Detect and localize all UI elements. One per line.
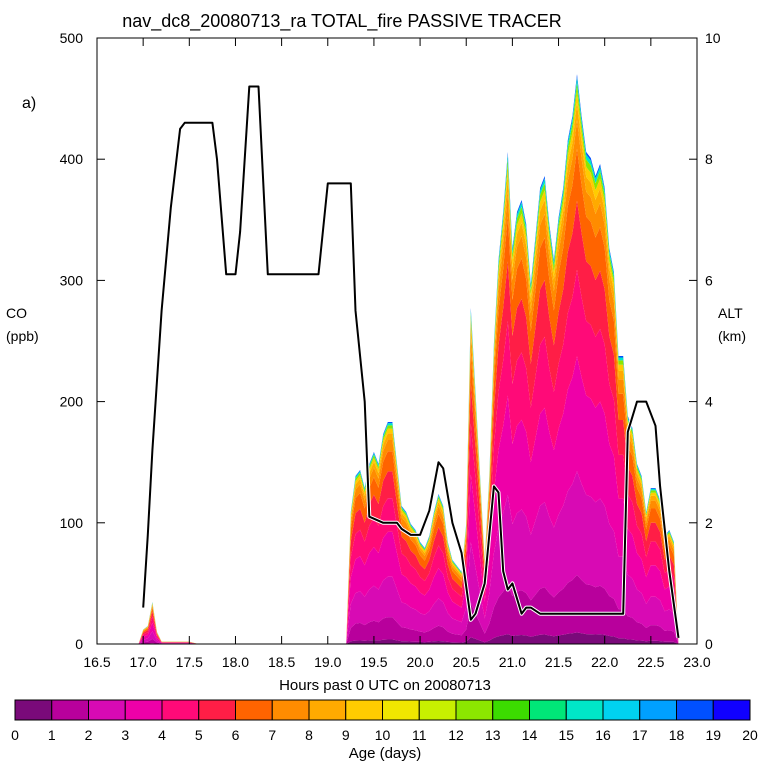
y-left-tick-label: 0 <box>75 636 83 652</box>
y-right-tick-label: 6 <box>705 272 713 288</box>
colorbar-tick-label: 1 <box>48 727 56 743</box>
chart-title: nav_dc8_20080713_ra TOTAL_fire PASSIVE T… <box>122 11 562 32</box>
colorbar-swatch-11 <box>418 699 457 721</box>
age-band-2-3 <box>138 471 679 644</box>
colorbar-tick-label: 5 <box>195 727 203 743</box>
colorbar-swatch-14 <box>529 699 567 721</box>
x-tick-label: 19.0 <box>314 654 341 670</box>
age-stacked-areas <box>138 74 679 645</box>
y-left-label-line1: CO <box>6 305 27 321</box>
x-tick-label: 16.5 <box>83 654 110 670</box>
colorbar-swatch-13 <box>492 699 530 721</box>
colorbar-tick-label: 3 <box>121 727 129 743</box>
y-left-tick-label: 300 <box>60 272 84 288</box>
colorbar-swatch-15 <box>565 699 604 721</box>
x-tick-label: 21.0 <box>499 654 526 670</box>
colorbar-tick-label: 19 <box>705 727 721 743</box>
y-right-label-line2: (km) <box>718 328 746 344</box>
colorbar-tick-label: 14 <box>522 727 538 743</box>
x-tick-label: 22.5 <box>637 654 664 670</box>
y-right-tick-label: 4 <box>705 394 713 410</box>
x-tick-label: 20.5 <box>453 654 480 670</box>
x-tick-label: 18.0 <box>222 654 249 670</box>
x-tick-label: 18.5 <box>268 654 295 670</box>
colorbar-swatch-0 <box>14 699 53 721</box>
y-right-label-line1: ALT <box>718 305 743 321</box>
colorbar-tick-label: 4 <box>158 727 166 743</box>
colorbar-tick-label: 17 <box>632 727 648 743</box>
colorbar-tick-label: 12 <box>448 727 464 743</box>
colorbar-tick-label: 20 <box>742 727 758 743</box>
colorbar-tick-label: 9 <box>342 727 350 743</box>
x-tick-label: 19.5 <box>360 654 387 670</box>
y-right-tick-label: 2 <box>705 515 713 531</box>
colorbar-tick-label: 11 <box>412 727 427 743</box>
x-tick-label: 17.5 <box>176 654 203 670</box>
age-band-1-2 <box>138 574 679 644</box>
colorbar-tick-label: 18 <box>669 727 685 743</box>
age-band-5-6 <box>138 200 679 644</box>
colorbar-swatch-10 <box>382 699 420 721</box>
colorbar-swatch-8 <box>308 699 347 721</box>
age-band-6-7 <box>138 148 679 644</box>
colorbar-tick-label: 10 <box>375 727 391 743</box>
colorbar-swatch-5 <box>198 699 236 721</box>
colorbar-tick-label: 16 <box>595 727 611 743</box>
plot-frame <box>96 37 698 645</box>
colorbar-tick-label: 2 <box>85 727 93 743</box>
panel-label: a) <box>22 95 36 112</box>
x-tick-label: 21.5 <box>545 654 572 670</box>
x-tick-label: 20.0 <box>406 654 433 670</box>
x-tick-label: 23.0 <box>683 654 710 670</box>
colorbar-swatch-18 <box>676 699 714 721</box>
x-tick-label: 17.0 <box>130 654 157 670</box>
colorbar-label: Age (days) <box>349 745 422 762</box>
y-left-label-line2: (ppb) <box>6 328 39 344</box>
y-left-tick-label: 400 <box>60 151 84 167</box>
y-right-tick-label: 8 <box>705 151 713 167</box>
colorbar-tick-label: 6 <box>232 727 240 743</box>
colorbar-swatch-4 <box>161 699 200 721</box>
x-axis-label: Hours past 0 UTC on 20080713 <box>279 677 491 694</box>
colorbar-swatch-7 <box>271 699 310 721</box>
y-left-tick-label: 100 <box>60 515 84 531</box>
colorbar-swatch-9 <box>345 699 383 721</box>
age-band-3-4 <box>138 356 679 644</box>
altitude-line <box>142 85 680 639</box>
colorbar-tick-label: 8 <box>305 727 313 743</box>
age-colorbar: 0 1 2 3 4 5 6 7 8 9 10 11 12 13 14 15 16 17 18 19 20 <box>11 699 758 743</box>
age-band-4-5 <box>138 269 679 644</box>
y-right-tick-label: 0 <box>705 636 713 652</box>
colorbar-tick-label: 7 <box>268 727 276 743</box>
y-left-tick-label: 200 <box>60 394 84 410</box>
y-left-tick-label: 500 <box>60 30 84 46</box>
colorbar-tick-label: 0 <box>11 727 19 743</box>
age-band-0-1 <box>138 632 679 644</box>
colorbar-swatch-3 <box>124 699 163 721</box>
y-right-tick-label: 10 <box>705 30 721 46</box>
colorbar-swatch-6 <box>235 699 273 721</box>
colorbar-swatch-16 <box>602 699 641 721</box>
axes-group: 16.5 17.0 17.5 18.0 18.5 19.0 19.5 20.0 20.5 21.0… <box>60 30 721 670</box>
colorbar-swatch-19 <box>712 699 751 721</box>
altitude-line-group <box>141 84 681 639</box>
colorbar-tick-label: 13 <box>485 727 501 743</box>
x-tick-label: 22.0 <box>591 654 618 670</box>
colorbar-tick-label: 15 <box>558 727 574 743</box>
colorbar-swatch-17 <box>639 699 677 721</box>
colorbar-swatch-2 <box>88 699 126 721</box>
colorbar-swatch-12 <box>455 699 494 721</box>
colorbar-swatch-1 <box>51 699 89 721</box>
